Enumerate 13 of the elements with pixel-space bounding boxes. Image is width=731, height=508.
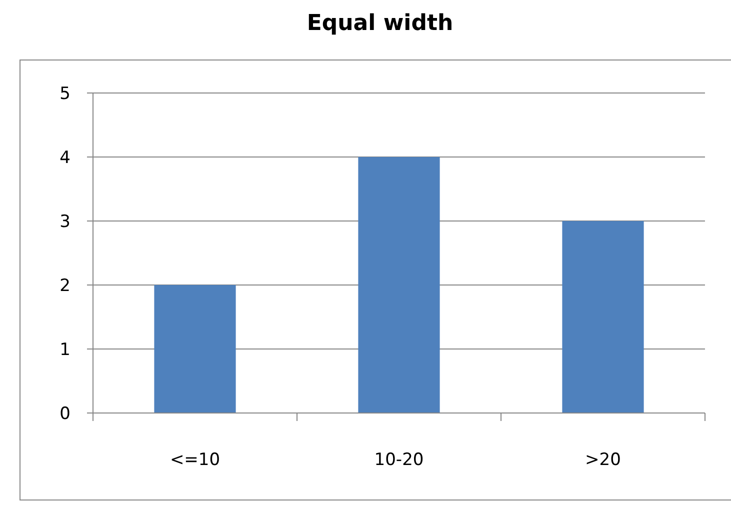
x-tick-label: <=10 [170, 450, 220, 470]
y-tick-label: 3 [60, 212, 70, 232]
x-tick-label: >20 [585, 450, 621, 470]
chart-title: Equal width [306, 11, 454, 36]
y-tick-label: 0 [60, 404, 70, 424]
bar [562, 221, 644, 413]
bar [358, 157, 440, 413]
y-tick-label: 1 [60, 340, 70, 360]
y-tick-label: 2 [60, 276, 70, 296]
x-tick-label: 10-20 [374, 450, 424, 470]
y-tick-label: 4 [60, 148, 70, 168]
bar [154, 285, 236, 413]
y-tick-label: 5 [60, 84, 70, 104]
